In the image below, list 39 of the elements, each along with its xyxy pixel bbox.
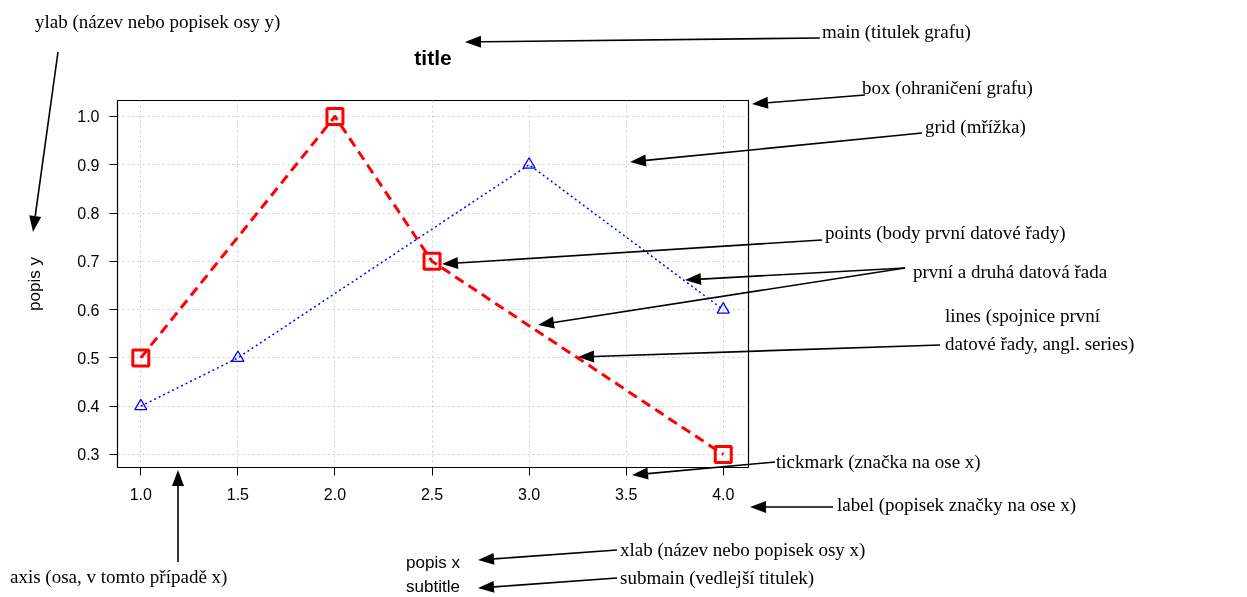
annotation: první a druhá datová řada [913, 260, 1108, 284]
x-tick-label: 2.5 [420, 485, 444, 503]
annotation: tickmark (značka na ose x) [776, 450, 981, 474]
x-tick-label: 1.0 [129, 485, 153, 503]
point [522, 157, 536, 169]
x-tick-label: 3.0 [517, 485, 541, 503]
y-tick-label: 0.5 [77, 349, 100, 367]
annotation: submain (vedlejší titulek) [620, 566, 815, 590]
annotation: xlab (název nebo popisek osy x) [620, 538, 866, 562]
x-tick-label: 2.0 [323, 485, 347, 503]
annotation: box (ohraničení grafu) [862, 76, 1033, 100]
annotation: ylab (název nebo popisek osy y) [35, 10, 281, 34]
y-tick-label: 0.8 [77, 205, 100, 223]
x-tick-label: 4.0 [712, 485, 735, 503]
y-tick-label: 1.0 [77, 108, 100, 126]
x-tick-label: 3.5 [615, 485, 638, 503]
point [325, 106, 345, 126]
point [231, 350, 245, 362]
point [134, 398, 148, 411]
annotation: lines (spojnice první datové řady, angl. series) [945, 304, 1135, 356]
point [422, 251, 442, 271]
annotation: main (titulek grafu) [822, 20, 971, 44]
y-tick-label: 0.4 [77, 398, 100, 416]
point [131, 348, 151, 368]
y-tick-label: 0.9 [77, 156, 100, 174]
y-axis-title: popis y [25, 256, 45, 311]
x-tick-label: 1.5 [226, 485, 250, 503]
annotation: label (popisek značky na ose x) [837, 493, 1076, 517]
annotation: points (body první datové řady) [825, 221, 1066, 245]
y-tick-label: 0.6 [77, 301, 100, 319]
text: subtitle [406, 576, 460, 596]
chart-title: title [414, 45, 452, 69]
y-tick-label: 0.7 [77, 253, 100, 271]
x-axis-title: popis x [406, 552, 461, 572]
annotation: grid (mřížka) [925, 115, 1026, 139]
point [716, 302, 730, 314]
annotation: axis (osa, v tomto případě x) [10, 565, 228, 589]
point [713, 444, 733, 464]
y-tick-label: 0.3 [77, 446, 100, 464]
